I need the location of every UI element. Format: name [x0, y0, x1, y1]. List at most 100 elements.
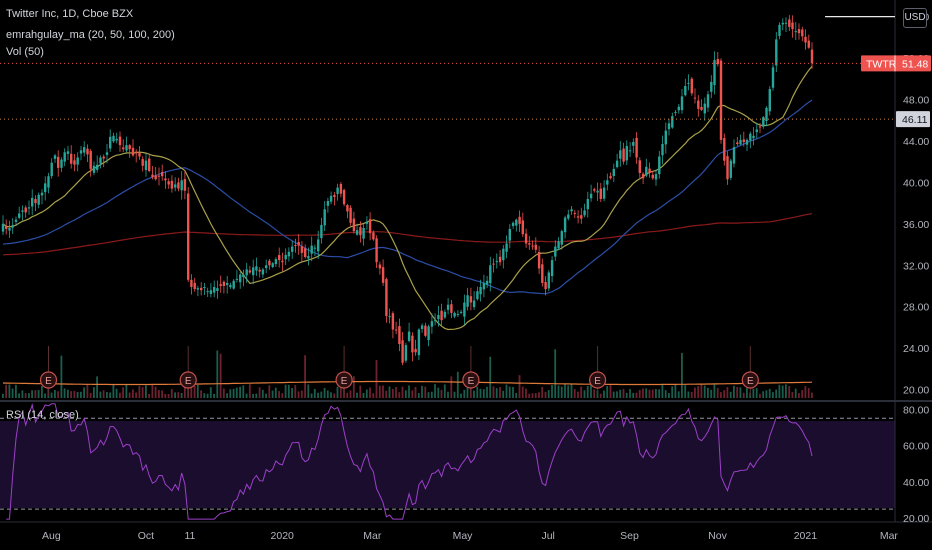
symbol-legend[interactable]: Twitter Inc, 1D, Cboe BZX	[6, 8, 134, 20]
volume-bar	[229, 389, 232, 398]
volume-bar	[291, 388, 293, 398]
volume-bar	[313, 389, 316, 398]
candle-body	[414, 348, 417, 353]
price-tick-label: 20.00	[903, 385, 929, 397]
volume-bar	[86, 384, 89, 398]
volume-bar	[525, 388, 527, 398]
volume-bar	[612, 391, 615, 398]
volume-bar	[349, 390, 352, 398]
candle-body	[138, 152, 141, 157]
candle-body	[320, 224, 323, 239]
price-tick-label: 40.00	[903, 177, 929, 189]
volume-bar	[648, 389, 651, 398]
volume-bar	[713, 384, 716, 398]
volume-bar	[60, 355, 63, 398]
candle-body	[430, 321, 434, 327]
candle-body	[693, 97, 697, 99]
candle-body	[528, 243, 531, 245]
volume-bar	[417, 393, 420, 398]
candle-body	[606, 180, 609, 185]
last-price-label: 51.48	[902, 58, 928, 70]
volume-bar	[567, 385, 570, 398]
volume-bar	[333, 393, 336, 398]
candle-body	[505, 243, 508, 252]
candle-body	[304, 248, 307, 257]
time-axis[interactable]: Aug Oct 11 2020 Mar May Jul Sep Nov 2021 Mar	[42, 530, 898, 542]
candle-body	[281, 260, 284, 263]
candle-body	[388, 316, 391, 318]
candle-body	[713, 60, 716, 86]
volume-bar	[635, 392, 638, 398]
candle-body	[612, 168, 615, 176]
candle-body	[401, 340, 404, 363]
volume-bar	[109, 392, 111, 398]
volume-bar	[778, 384, 781, 398]
volume-bar	[476, 386, 479, 398]
candle-body	[424, 325, 427, 336]
volume-bar	[486, 386, 488, 398]
candle-body	[105, 152, 109, 155]
volume-bar	[96, 376, 98, 398]
volume-bar	[112, 384, 115, 398]
candle-body	[658, 156, 661, 175]
candle-body	[443, 311, 447, 318]
candle-body	[161, 171, 164, 177]
volume-bar	[265, 393, 267, 398]
candle-body	[177, 182, 180, 189]
candle-body	[200, 287, 203, 291]
volume-bar	[531, 393, 534, 398]
volume-bar	[616, 391, 618, 398]
volume-bar	[742, 392, 745, 398]
candle-body	[368, 219, 372, 234]
volume-bar	[661, 384, 664, 398]
volume-bar	[619, 389, 622, 398]
candle-body	[297, 242, 300, 246]
volume-bar	[625, 392, 628, 398]
candle-body	[118, 136, 122, 146]
volume-legend[interactable]: Vol (50)	[6, 46, 44, 58]
volume-bar	[726, 387, 729, 398]
earnings-marker	[179, 371, 197, 389]
candle-body	[521, 220, 524, 235]
moving-averages	[2, 65, 813, 331]
volume-bar	[50, 392, 53, 398]
candlesticks	[1, 15, 814, 366]
rsi-axis[interactable]: 20.00 40.00 60.00 80.00	[903, 404, 929, 525]
volume-bar	[89, 392, 92, 398]
rsi-legend[interactable]: RSI (14, close)	[6, 409, 79, 421]
volume-bar	[401, 386, 404, 398]
candle-body	[362, 228, 365, 239]
volume-bar	[560, 386, 563, 398]
currency-button[interactable]: USD	[903, 8, 927, 28]
candle-body	[651, 174, 654, 179]
volume-bar	[372, 393, 375, 398]
volume-bar	[791, 391, 794, 398]
candle-body	[671, 116, 674, 128]
volume-bar	[430, 391, 433, 398]
ma-legend[interactable]: emrahgulay_ma (20, 50, 100, 200)	[6, 29, 175, 41]
price-pane[interactable]	[0, 0, 895, 400]
candle-body	[76, 157, 79, 165]
candle-body	[654, 174, 658, 180]
candle-body	[89, 150, 92, 169]
volume-bar	[593, 389, 596, 398]
volume-bar	[161, 390, 163, 398]
volume-bar	[794, 388, 797, 398]
volume-bar	[145, 385, 147, 398]
volume-bar	[518, 375, 521, 398]
volume-bar	[655, 389, 657, 398]
price-tick-label: 24.00	[903, 343, 929, 355]
candle-body	[313, 247, 317, 249]
candle-body	[70, 153, 73, 164]
candle-body	[291, 246, 294, 252]
candle-body	[420, 325, 424, 329]
volume-bar	[148, 394, 150, 398]
volume-bar	[167, 394, 170, 398]
ma-50-line	[2, 99, 813, 295]
candle-body	[456, 314, 460, 315]
volume-bar	[278, 391, 280, 398]
candle-body	[638, 160, 641, 173]
volume-bar	[385, 390, 388, 398]
volume-bar	[768, 388, 771, 398]
